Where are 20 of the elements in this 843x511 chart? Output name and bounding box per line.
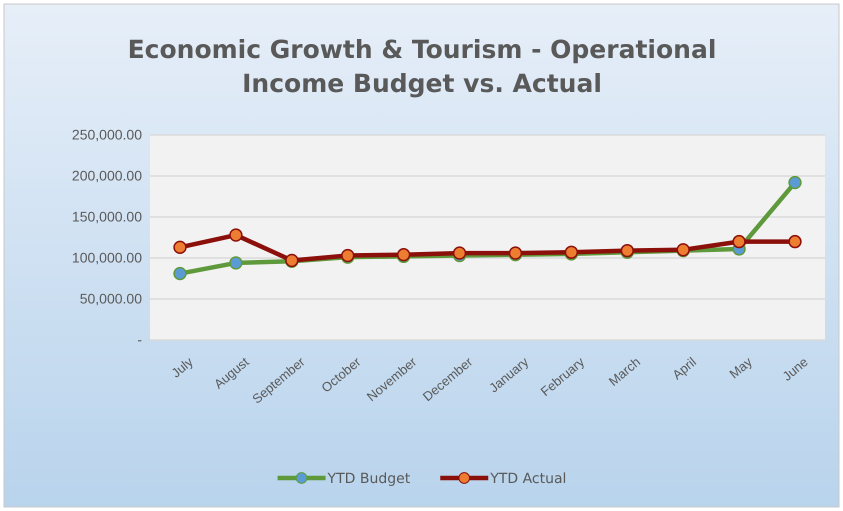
point <box>732 234 746 248</box>
x-tick-label: June <box>780 354 811 384</box>
point <box>788 234 802 248</box>
y-tick-label: 250,000.00 <box>72 126 142 142</box>
y-tick-label: 100,000.00 <box>72 249 142 266</box>
point <box>788 176 802 190</box>
y-tick-label: - <box>137 331 142 348</box>
point <box>229 256 243 270</box>
point <box>452 246 466 260</box>
point <box>229 228 243 242</box>
point <box>173 240 187 254</box>
chart-title: Economic Growth & Tourism - Operational Income Budget vs. Actual <box>128 35 716 98</box>
y-tick-label: 50,000.00 <box>80 290 142 306</box>
x-tick-label: July <box>168 354 196 381</box>
x-tick-label: May <box>726 354 756 382</box>
point <box>173 266 187 280</box>
y-tick-label: 200,000.00 <box>72 167 142 184</box>
legend-label: YTD Budget <box>326 471 411 487</box>
legend-label: YTD Actual <box>489 471 566 487</box>
y-tick-label: 150,000.00 <box>72 208 142 224</box>
